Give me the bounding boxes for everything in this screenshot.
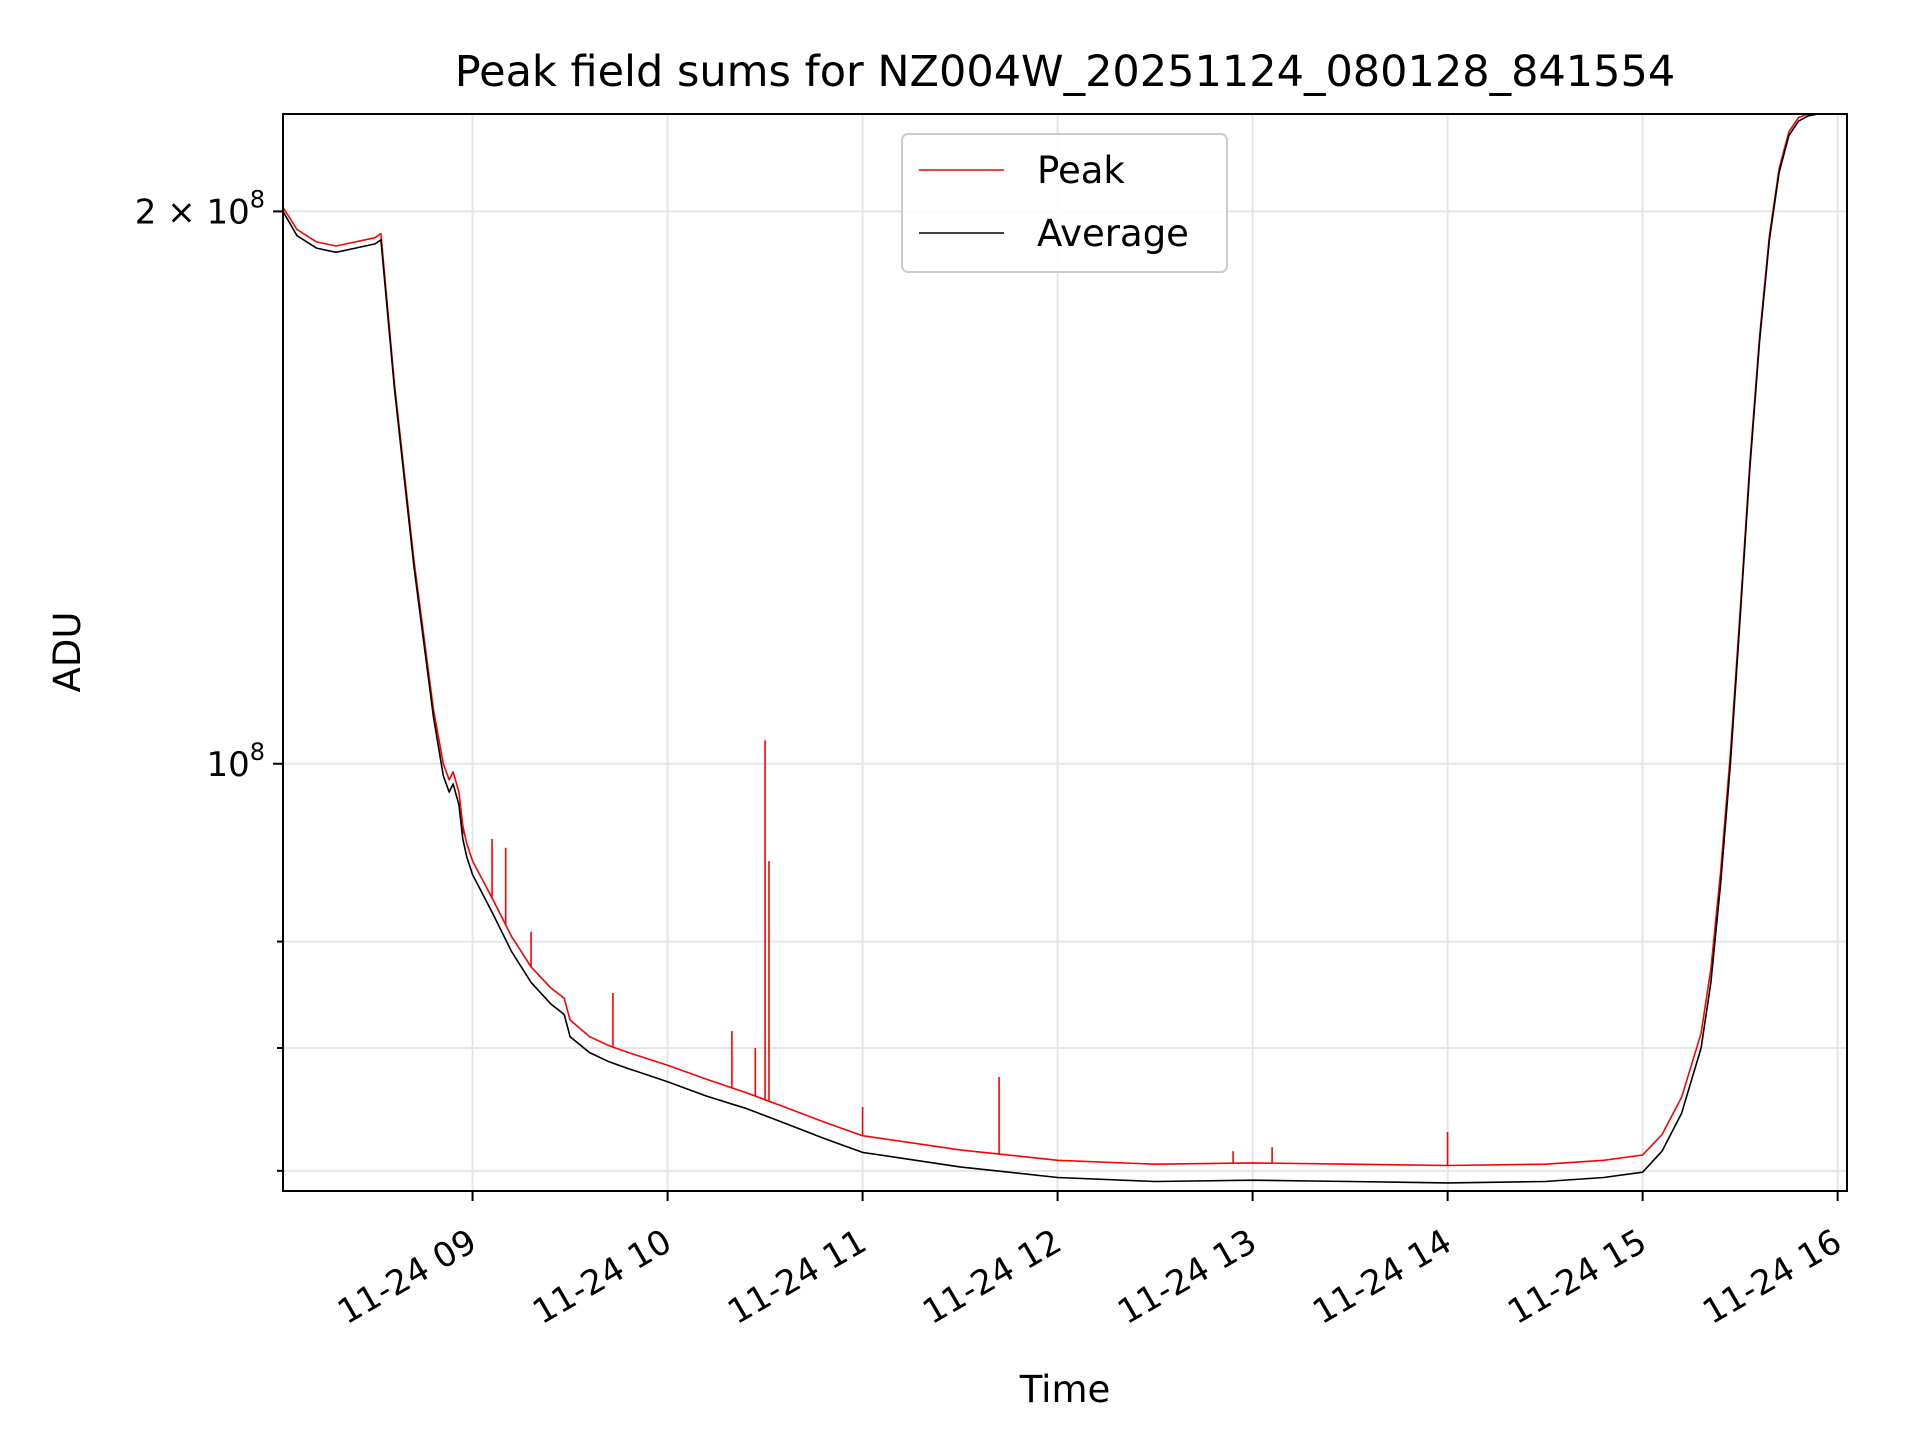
x-axis-label: Time xyxy=(1019,1368,1111,1411)
legend-box xyxy=(901,133,1228,273)
legend-label-average: Average xyxy=(1037,212,1189,255)
series-line-average xyxy=(283,114,1838,1184)
legend: Peak Average xyxy=(901,133,1228,273)
y-tick-label: 2 × 108 xyxy=(135,185,265,232)
y-axis-label: ADU xyxy=(46,612,89,693)
chart-title: Peak field sums for NZ004W_20251124_0801… xyxy=(455,47,1676,97)
y-tick-label-base: 2 × 10 xyxy=(135,192,250,232)
series-group xyxy=(283,114,1838,1184)
plot-frame xyxy=(282,113,1848,1192)
y-tick-label-base: 10 xyxy=(206,745,249,785)
y-tick-label-exponent: 8 xyxy=(250,185,265,213)
legend-label-peak: Peak xyxy=(1037,149,1125,192)
y-tick-label: 108 xyxy=(206,738,265,785)
series-layer xyxy=(283,114,1838,1184)
y-tick-label-exponent: 8 xyxy=(250,738,265,766)
